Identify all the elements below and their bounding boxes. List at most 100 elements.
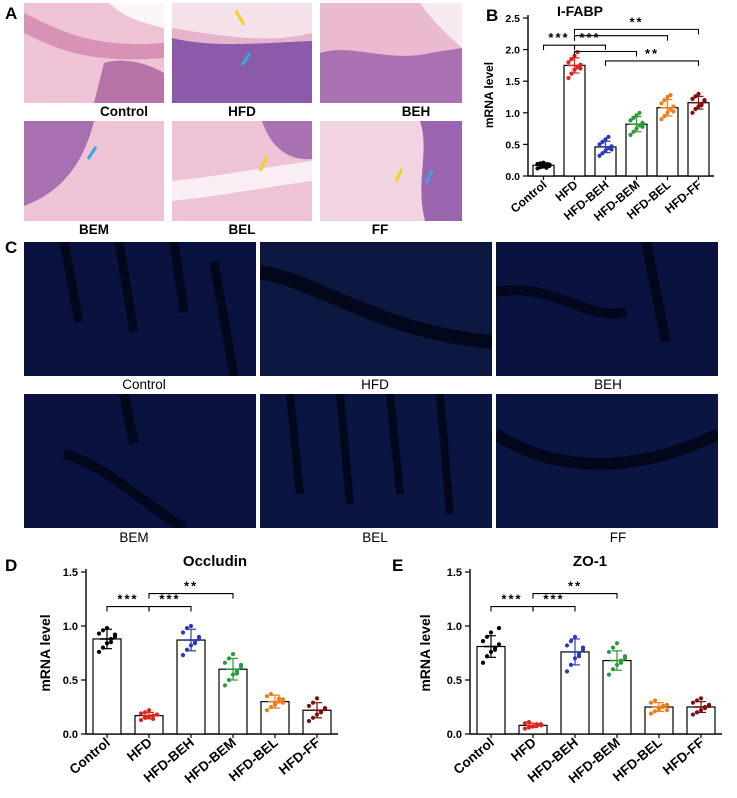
- y-tick-label: 1.5: [447, 567, 462, 579]
- blue-arrow-icon: [86, 146, 98, 160]
- data-point: [314, 696, 320, 701]
- histology-illustration: [320, 3, 462, 103]
- data-point: [640, 124, 645, 129]
- data-point: [576, 654, 582, 659]
- significance-bracket: [532, 593, 618, 599]
- histology-image-beh: [320, 3, 462, 103]
- data-point: [222, 660, 228, 665]
- fluorescence-illustration: [24, 242, 256, 376]
- data-point: [566, 60, 571, 65]
- y-tick-label: 1.0: [505, 108, 520, 120]
- fluorescence-label-beh: BEH: [594, 377, 622, 392]
- data-point: [238, 662, 244, 667]
- data-point: [578, 66, 583, 71]
- data-point: [146, 708, 152, 713]
- y-tick-label: 2.5: [505, 13, 520, 25]
- data-point: [665, 94, 670, 100]
- fluorescence-label-ff: FF: [609, 530, 627, 545]
- fluorescence-illustration: [496, 242, 718, 376]
- data-point: [522, 721, 528, 726]
- fluorescence-label-hfd: HFD: [361, 377, 389, 392]
- significance-label: ***: [548, 30, 569, 45]
- panel-letter-a: A: [5, 4, 18, 23]
- y-tick-label: 1.0: [447, 621, 462, 633]
- data-point: [564, 643, 570, 648]
- data-point: [222, 683, 228, 688]
- data-point: [622, 656, 628, 661]
- fluorescence-image-beh: [496, 242, 718, 376]
- data-point: [276, 696, 282, 701]
- panel-letter-e: E: [392, 556, 404, 575]
- y-tick-label: 0.0: [505, 171, 520, 183]
- data-point: [96, 631, 102, 636]
- fluorescence-image-bem: [24, 394, 256, 528]
- histology-label-ff: FF: [371, 222, 389, 237]
- data-point: [538, 723, 544, 728]
- y-axis-label: mRNA level: [37, 614, 53, 691]
- data-point: [648, 711, 654, 716]
- fluorescence-label-bel: BEL: [362, 530, 388, 545]
- y-axis-label: mRNA level: [482, 62, 496, 128]
- y-tick-label: 1.0: [63, 621, 78, 633]
- data-point: [322, 705, 328, 711]
- data-point: [696, 91, 701, 96]
- data-point: [690, 712, 696, 717]
- data-point: [138, 717, 144, 723]
- data-point: [496, 626, 502, 631]
- significance-bracket: [573, 35, 669, 41]
- data-point: [668, 107, 673, 112]
- data-point: [480, 639, 486, 644]
- y-tick-label: 0.0: [447, 729, 462, 741]
- data-point: [306, 718, 312, 724]
- category-label: HFD-FF: [660, 735, 707, 778]
- data-point: [496, 642, 502, 647]
- data-point: [648, 700, 654, 705]
- histology-label-bel: BEL: [228, 222, 256, 237]
- data-point: [702, 98, 707, 103]
- data-point: [699, 103, 704, 108]
- data-point: [264, 694, 270, 699]
- significance-bracket: [532, 606, 576, 612]
- data-point: [112, 632, 118, 637]
- data-point: [690, 96, 695, 101]
- data-point: [488, 630, 494, 635]
- data-point: [572, 634, 578, 639]
- data-point: [138, 711, 144, 716]
- chart-title: ZO-1: [573, 553, 607, 570]
- significance-label: **: [629, 14, 643, 29]
- histology-illustration: [320, 121, 462, 221]
- data-point: [234, 671, 240, 676]
- data-point: [597, 153, 602, 158]
- bar: [476, 645, 506, 735]
- significance-bracket: [573, 28, 700, 35]
- y-tick-label: 0.0: [63, 729, 78, 741]
- y-tick-label: 1.5: [505, 76, 520, 88]
- data-point: [652, 698, 658, 703]
- data-point: [628, 132, 633, 138]
- histology-label-bem: BEM: [79, 222, 109, 237]
- histology-image-hfd: [172, 3, 312, 103]
- data-point: [664, 702, 670, 707]
- yellow-arrow-icon: [394, 168, 404, 182]
- significance-label: **: [184, 579, 198, 594]
- data-point: [566, 75, 571, 81]
- data-point: [480, 660, 486, 665]
- data-point: [690, 110, 695, 115]
- fluorescence-illustration: [496, 394, 718, 528]
- chart-title: Occludin: [183, 553, 247, 570]
- data-point: [280, 697, 286, 702]
- chart-title: I-FABP: [557, 3, 603, 19]
- data-point: [192, 641, 198, 646]
- fluorescence-label-control: Control: [122, 377, 166, 392]
- histology-illustration: [172, 121, 312, 221]
- histology-illustration: [172, 3, 312, 103]
- significance-label: ***: [117, 592, 138, 607]
- significance-label: **: [568, 579, 582, 594]
- data-point: [671, 109, 676, 114]
- yellow-arrow-icon: [234, 10, 246, 26]
- significance-label: **: [645, 46, 659, 61]
- y-tick-label: 0.5: [505, 139, 520, 151]
- data-point: [618, 660, 624, 665]
